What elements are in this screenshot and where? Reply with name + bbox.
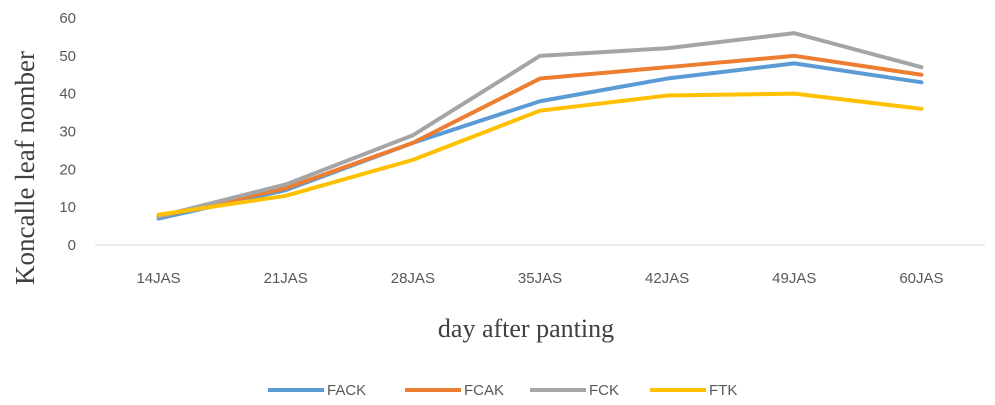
legend: FACK FCAK FCK FTK <box>268 382 737 399</box>
legend-label: FCK <box>589 382 619 399</box>
y-tick-label: 30 <box>59 124 76 141</box>
x-tick-label: 42JAS <box>645 270 689 287</box>
x-tick-label: 49JAS <box>772 270 816 287</box>
x-axis-ticks: 14JAS 21JAS 28JAS 35JAS 42JAS 49JAS 60JAS <box>136 270 943 287</box>
series-line-fcak <box>156 53 924 219</box>
y-tick-label: 50 <box>59 48 76 65</box>
y-tick-label: 20 <box>59 161 76 178</box>
y-tick-label: 40 <box>59 86 76 103</box>
y-tick-label: 0 <box>68 237 76 254</box>
y-tick-label: 60 <box>59 10 76 27</box>
y-tick-label: 10 <box>59 199 76 216</box>
series-line-fck <box>156 31 924 219</box>
x-axis-title: day after panting <box>438 314 614 343</box>
legend-label: FTK <box>709 382 737 399</box>
y-axis-title: Koncalle leaf nomber <box>10 51 40 285</box>
y-axis-ticks: 0 10 20 30 40 50 60 <box>59 10 76 254</box>
series-line-fack <box>156 61 924 221</box>
series-line-ftk <box>156 91 924 217</box>
x-tick-label: 28JAS <box>391 270 435 287</box>
x-tick-label: 60JAS <box>899 270 943 287</box>
series-lines <box>156 31 924 221</box>
legend-label: FACK <box>327 382 366 399</box>
x-tick-label: 14JAS <box>136 270 180 287</box>
legend-label: FCAK <box>464 382 504 399</box>
x-tick-label: 35JAS <box>518 270 562 287</box>
x-tick-label: 21JAS <box>264 270 308 287</box>
